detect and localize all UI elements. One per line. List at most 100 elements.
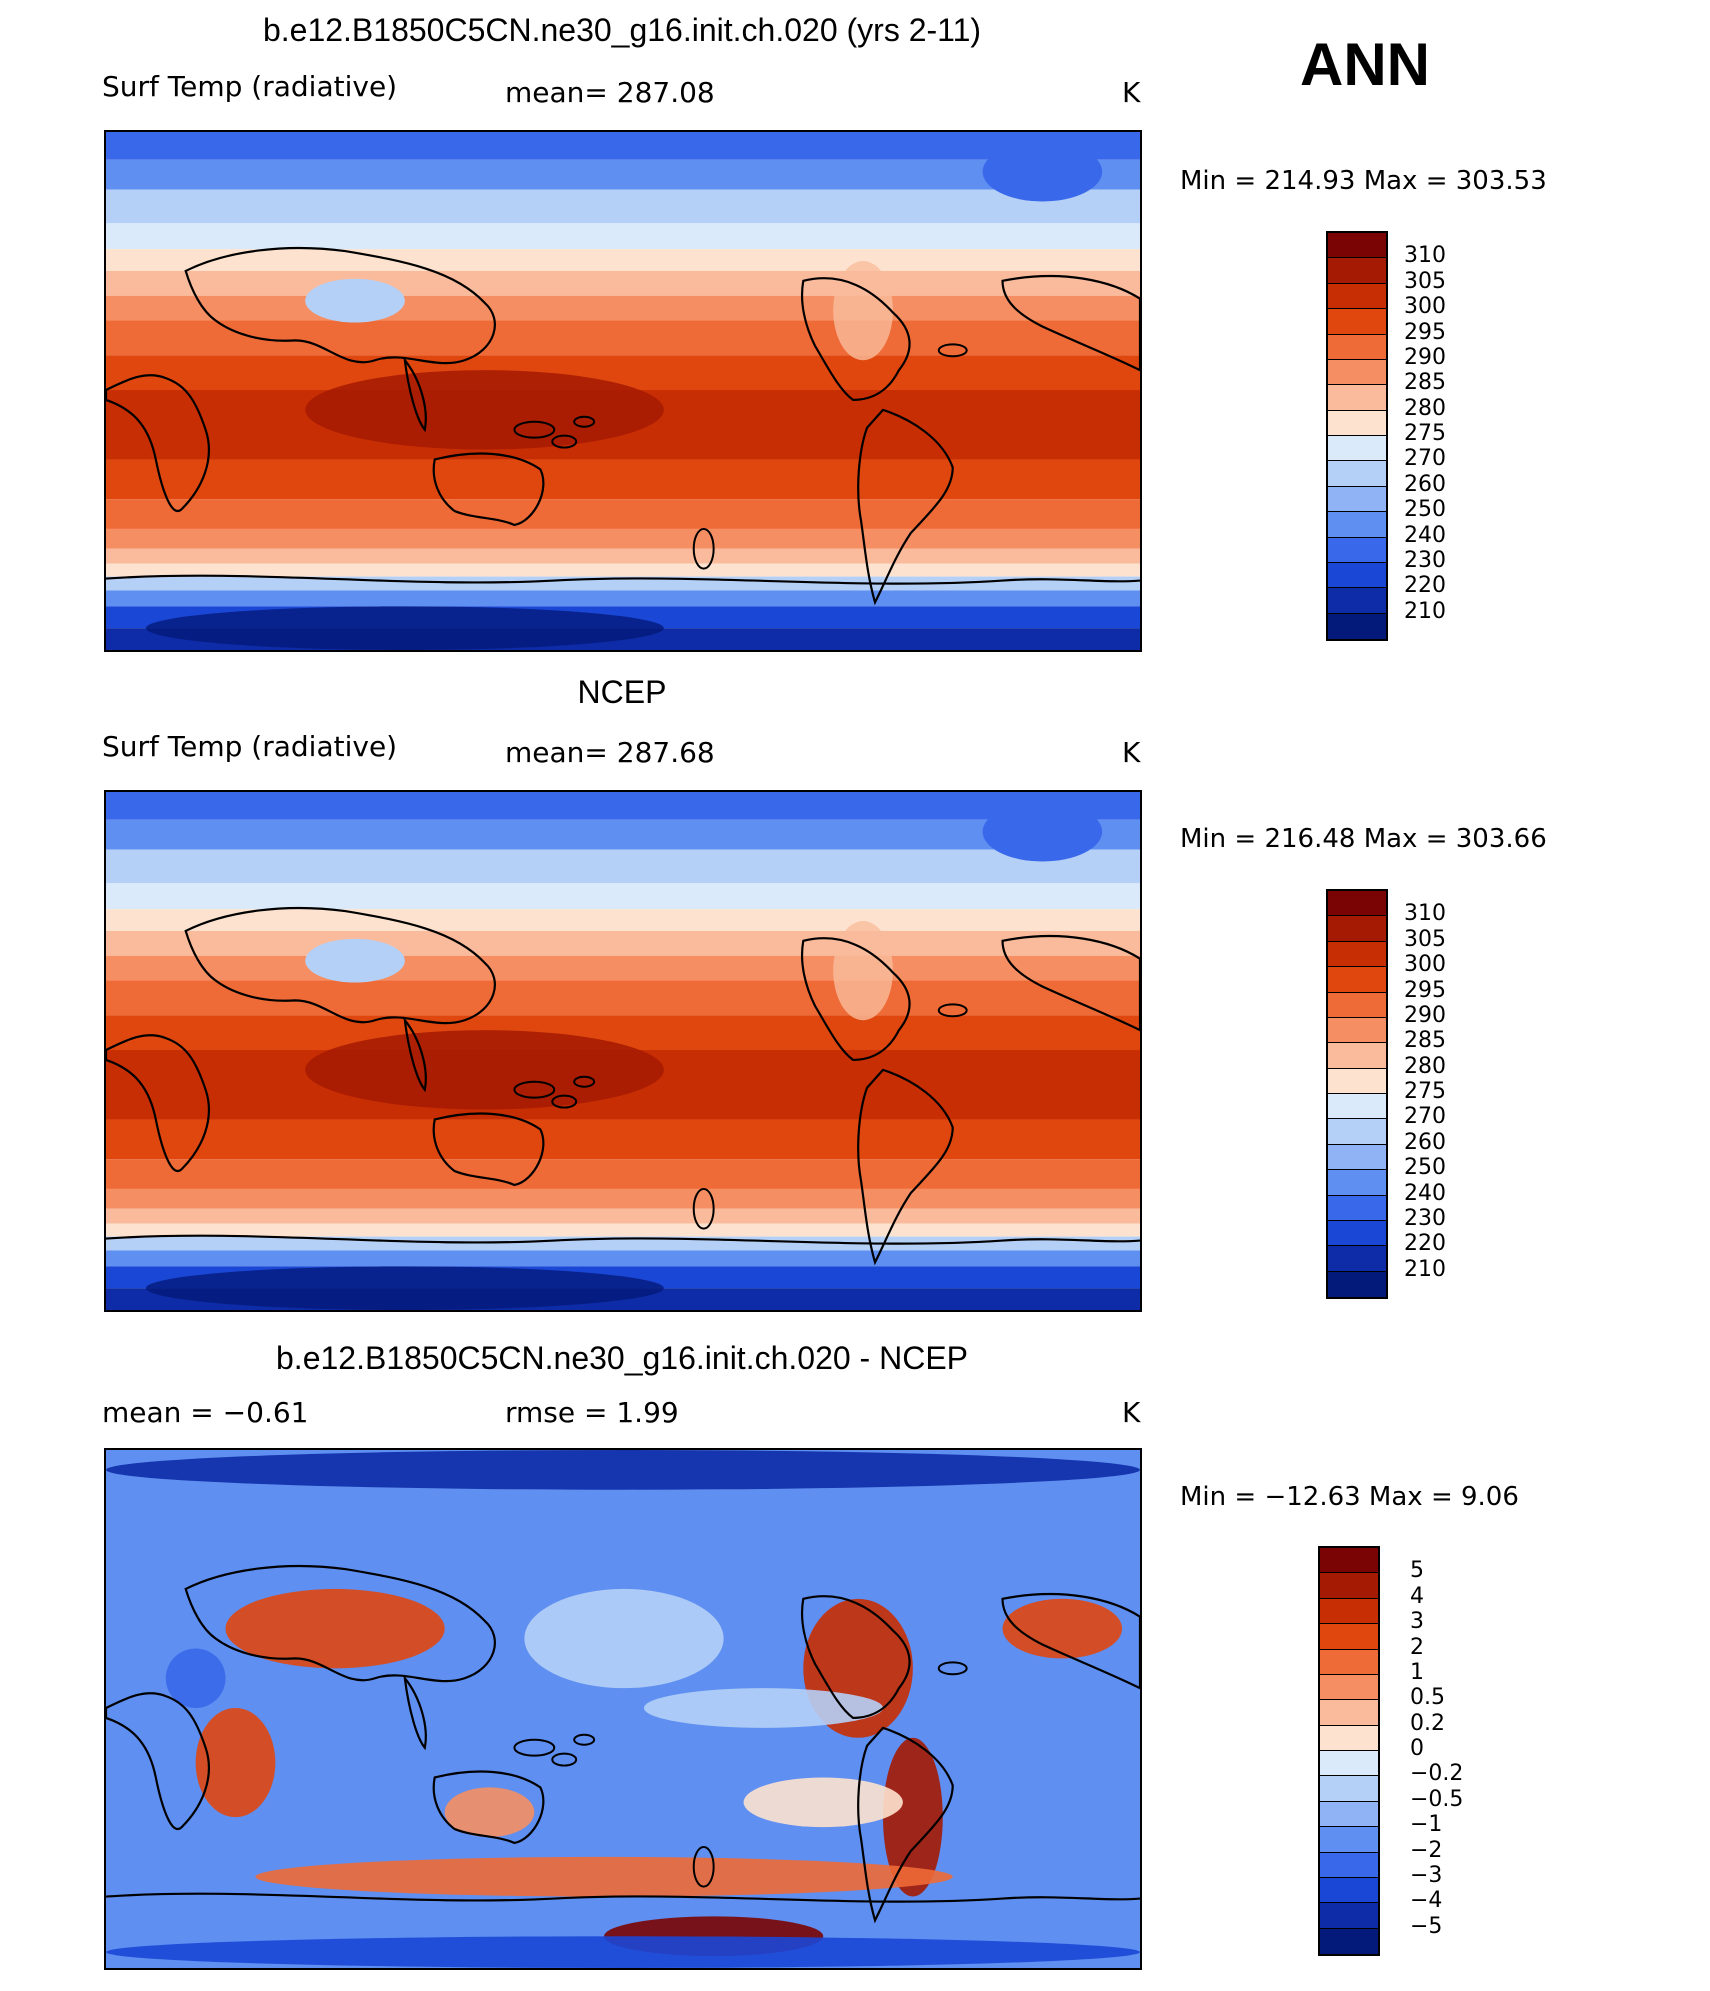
colorbar-tick-label: 220 [1404, 1231, 1446, 1257]
colorbar-tick-label: 260 [1404, 471, 1446, 497]
panel-2-map-field [106, 792, 1140, 1310]
colorbar-tick-label: 230 [1404, 1205, 1446, 1231]
panel-1-units: K [1122, 76, 1141, 109]
colorbar-swatch [1328, 1017, 1386, 1044]
panel-2-title: NCEP [577, 674, 667, 710]
colorbar-tick-label: 295 [1404, 977, 1446, 1003]
colorbar-swatch [1328, 359, 1386, 386]
colorbar-tick-label: −2 [1410, 1837, 1443, 1863]
colorbar-tick-label: 285 [1404, 1028, 1446, 1054]
season-label: ANN [1300, 31, 1430, 98]
colorbar-swatch [1328, 992, 1386, 1018]
colorbar-tick-label: 300 [1404, 294, 1446, 320]
panel-2-units: K [1122, 736, 1141, 769]
panel-3-colorbar [1318, 1546, 1380, 1956]
colorbar-tick-label: 270 [1404, 446, 1446, 472]
colorbar-swatch [1320, 1827, 1378, 1853]
colorbar-tick-label: 290 [1404, 1002, 1446, 1028]
colorbar-tick-label: 280 [1404, 1053, 1446, 1079]
colorbar-swatch [1320, 1674, 1378, 1701]
colorbar-tick-label: 290 [1404, 344, 1446, 370]
colorbar-tick-label: 295 [1404, 319, 1446, 345]
colorbar-swatch [1328, 588, 1386, 614]
colorbar-swatch [1320, 1548, 1378, 1574]
colorbar-tick-label: 3 [1410, 1609, 1424, 1635]
colorbar-swatch [1328, 385, 1386, 411]
panel-2-variable-label: Surf Temp (radiative) [102, 730, 398, 763]
colorbar-swatch [1320, 1624, 1378, 1650]
colorbar-swatch [1328, 613, 1386, 639]
colorbar-swatch [1328, 1220, 1386, 1247]
panel-1-mean-label: mean= 287.08 [505, 76, 715, 109]
colorbar-tick-label: 275 [1404, 1079, 1446, 1104]
colorbar-tick-label: −5 [1410, 1913, 1443, 1939]
colorbar-tick-label: 210 [1404, 1256, 1446, 1282]
panel-2-colorbar-labels: 310 305 300 295 290 285 280 275 270 260 250 240 230 2… [1404, 889, 1484, 1299]
panel-3-map [104, 1448, 1142, 1970]
colorbar-swatch [1320, 1877, 1378, 1904]
colorbar-swatch [1328, 486, 1386, 513]
panel-3-units: K [1122, 1396, 1141, 1429]
colorbar-swatch [1320, 1928, 1378, 1954]
colorbar-tick-label: −0.5 [1410, 1786, 1464, 1812]
colorbar-tick-label: 280 [1404, 395, 1446, 421]
colorbar-swatch [1328, 537, 1386, 563]
panel-1-map-field [106, 132, 1140, 650]
colorbar-tick-label: 250 [1404, 497, 1446, 523]
colorbar-swatch [1328, 461, 1386, 487]
colorbar-swatch [1320, 1573, 1378, 1599]
colorbar-swatch [1328, 916, 1386, 942]
colorbar-tick-label: 240 [1404, 1180, 1446, 1206]
colorbar-tick-label: −4 [1410, 1888, 1443, 1914]
colorbar-tick-label: 210 [1404, 598, 1446, 624]
colorbar-swatch [1328, 1170, 1386, 1196]
colorbar-tick-label: 275 [1404, 421, 1446, 446]
colorbar-swatch [1328, 233, 1386, 259]
colorbar-swatch [1328, 334, 1386, 360]
colorbar-swatch [1328, 436, 1386, 462]
colorbar-swatch [1328, 1043, 1386, 1069]
colorbar-swatch [1328, 1246, 1386, 1272]
panel-3-minmax: Min = −12.63 Max = 9.06 [1180, 1482, 1519, 1512]
colorbar-swatch [1328, 941, 1386, 968]
colorbar-tick-label: 310 [1404, 901, 1446, 927]
colorbar-tick-label: −0.2 [1410, 1761, 1464, 1787]
coastlines [106, 906, 1140, 1266]
colorbar-swatch [1328, 1271, 1386, 1297]
colorbar-tick-label: 0.2 [1410, 1710, 1445, 1736]
panel-1-title: b.e12.B1850C5CN.ne30_g16.init.ch.020 (yr… [262, 12, 982, 48]
colorbar-tick-label: 2 [1410, 1634, 1424, 1660]
colorbar-swatch [1328, 283, 1386, 310]
colorbar-tick-label: 0 [1410, 1736, 1424, 1761]
colorbar-swatch [1328, 1119, 1386, 1145]
colorbar-swatch [1320, 1801, 1378, 1828]
colorbar-swatch [1320, 1725, 1378, 1751]
colorbar-tick-label: 310 [1404, 243, 1446, 269]
colorbar-swatch [1328, 967, 1386, 993]
panel-3-rmse-label: rmse = 1.99 [505, 1396, 679, 1429]
colorbar-swatch [1328, 562, 1386, 589]
colorbar-tick-label: 0.5 [1410, 1685, 1445, 1711]
colorbar-tick-label: 230 [1404, 547, 1446, 573]
colorbar-tick-label: 4 [1410, 1583, 1424, 1609]
colorbar-tick-label: 250 [1404, 1155, 1446, 1181]
panel-1-colorbar [1326, 231, 1388, 641]
colorbar-swatch [1328, 309, 1386, 335]
colorbar-swatch [1320, 1649, 1378, 1675]
colorbar-swatch [1328, 512, 1386, 538]
colorbar-tick-label: 5 [1410, 1558, 1424, 1584]
panel-1-map [104, 130, 1142, 652]
colorbar-swatch [1328, 410, 1386, 436]
colorbar-swatch [1320, 1903, 1378, 1929]
panel-3-map-field [106, 1450, 1140, 1968]
coastlines [106, 1564, 1140, 1924]
colorbar-tick-label: −3 [1410, 1862, 1443, 1888]
colorbar-swatch [1328, 1094, 1386, 1120]
colorbar-swatch [1328, 1144, 1386, 1171]
colorbar-swatch [1320, 1776, 1378, 1802]
colorbar-swatch [1328, 1195, 1386, 1221]
colorbar-tick-label: 240 [1404, 522, 1446, 548]
colorbar-tick-label: 300 [1404, 952, 1446, 978]
colorbar-swatch [1320, 1852, 1378, 1878]
colorbar-swatch [1320, 1751, 1378, 1777]
